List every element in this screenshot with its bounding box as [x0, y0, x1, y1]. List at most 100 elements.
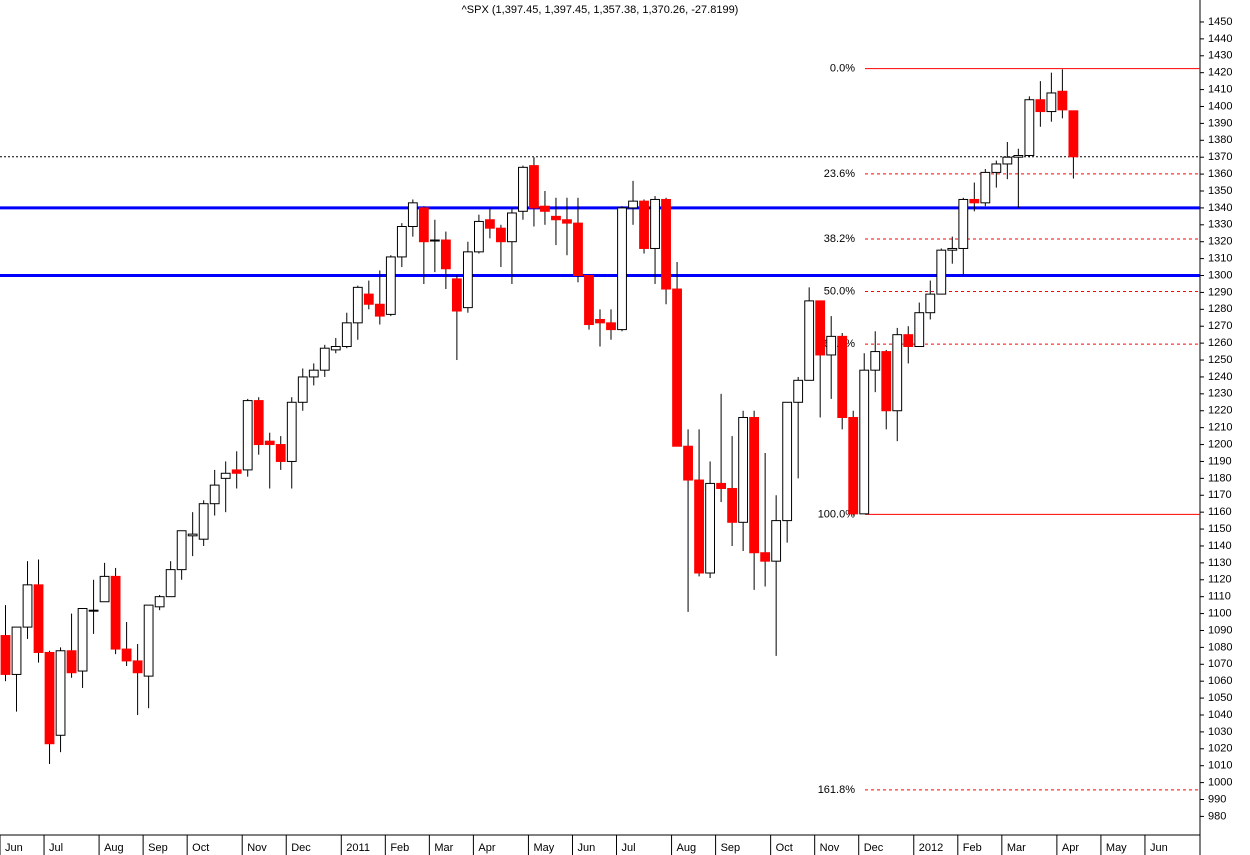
fib-label: 161.8% [818, 784, 856, 796]
candle-body [683, 445, 693, 481]
x-tick-label: Dec [291, 842, 311, 854]
y-tick-label: 1200 [1208, 438, 1232, 450]
candle-body [374, 303, 385, 317]
candle-body [440, 239, 451, 270]
candle-body [562, 219, 572, 224]
x-tick-label: Apr [1062, 842, 1079, 854]
y-tick-label: 1180 [1208, 472, 1232, 484]
candle-body [991, 163, 1002, 173]
x-tick-label: Mar [1007, 842, 1026, 854]
y-tick-label: 1280 [1208, 303, 1232, 315]
y-tick-label: 1030 [1208, 726, 1232, 738]
candle-body [628, 200, 638, 209]
candle-body [176, 530, 187, 571]
candle-body [77, 608, 88, 672]
candle-body [143, 604, 154, 677]
y-tick-label: 1070 [1208, 658, 1232, 670]
x-tick-label: 2011 [346, 842, 370, 854]
candle-body [275, 444, 286, 462]
candle-body [99, 575, 110, 603]
candle-body [947, 247, 958, 251]
y-tick-label: 1100 [1208, 607, 1232, 619]
candle-body [848, 417, 859, 515]
candle-body [958, 198, 969, 249]
candle-body [595, 318, 605, 324]
candle-body [165, 569, 176, 598]
candle-body [396, 225, 407, 258]
x-tick-label: Feb [390, 842, 409, 854]
x-tick-label: Dec [864, 842, 884, 854]
candle-body [518, 166, 528, 212]
y-tick-label: 1250 [1208, 354, 1232, 366]
candle-body [936, 249, 947, 295]
y-tick-label: 1170 [1208, 489, 1232, 501]
x-tick-label: Nov [820, 842, 840, 854]
y-tick-label: 1450 [1208, 16, 1232, 28]
candle-body [44, 651, 55, 745]
candle-body [286, 401, 297, 462]
candle-body [33, 584, 44, 653]
fib-label: 38.2% [824, 233, 855, 245]
y-tick-label: 980 [1208, 810, 1226, 822]
candle-body [738, 417, 749, 523]
fib-label: 0.0% [830, 63, 855, 75]
candle-body [451, 278, 462, 312]
y-tick-label: 1420 [1208, 67, 1232, 79]
candle-body [1002, 156, 1013, 165]
candle-body [881, 351, 892, 412]
candle-body [297, 376, 308, 403]
candle-body [429, 239, 440, 242]
candle-body [485, 219, 495, 229]
x-tick-label: Mar [434, 842, 453, 854]
candle-body [341, 322, 352, 348]
candle-body [319, 347, 330, 371]
candle-body [782, 401, 793, 522]
candle-body [1013, 155, 1024, 158]
x-tick-label: Oct [192, 842, 209, 854]
candle-body [330, 346, 341, 351]
candle-body [0, 635, 11, 675]
x-tick-label: Sep [721, 842, 741, 854]
candle-body [407, 202, 418, 227]
y-tick-label: 1320 [1208, 236, 1232, 248]
candle-body [650, 198, 660, 249]
y-tick-label: 1160 [1208, 506, 1232, 518]
y-tick-label: 1110 [1208, 591, 1231, 603]
y-tick-label: 1390 [1208, 117, 1232, 129]
candle-body [385, 256, 396, 315]
candle-body [1057, 90, 1068, 111]
candle-body [694, 479, 704, 574]
y-tick-label: 1050 [1208, 692, 1232, 704]
candle-body [220, 472, 231, 479]
candle-body [352, 286, 363, 324]
y-tick-label: 1220 [1208, 405, 1232, 417]
y-tick-label: 1400 [1208, 100, 1232, 112]
candle-body [418, 207, 429, 243]
candle-body [837, 335, 848, 418]
y-tick-label: 1020 [1208, 743, 1232, 755]
y-tick-label: 1330 [1208, 219, 1232, 231]
y-tick-label: 1260 [1208, 337, 1232, 349]
candle-body [22, 584, 33, 628]
candle-body [88, 609, 99, 612]
candle-body [1068, 110, 1079, 158]
candle-body [661, 198, 671, 290]
x-tick-label: Nov [247, 842, 267, 854]
candle-body [121, 648, 132, 662]
candle-body [606, 322, 616, 331]
candle-body [573, 222, 583, 277]
candle-body [55, 650, 66, 736]
candle-body [496, 227, 506, 243]
y-tick-label: 990 [1208, 793, 1226, 805]
x-tick-label: Jun [577, 842, 595, 854]
candle-body [793, 379, 804, 403]
y-tick-label: 1310 [1208, 253, 1232, 265]
y-tick-label: 1000 [1208, 777, 1232, 789]
candle-body [804, 300, 815, 381]
candle-body [110, 575, 121, 650]
y-tick-label: 1410 [1208, 83, 1232, 95]
candle-body [1046, 92, 1057, 113]
y-tick-label: 1350 [1208, 185, 1232, 197]
